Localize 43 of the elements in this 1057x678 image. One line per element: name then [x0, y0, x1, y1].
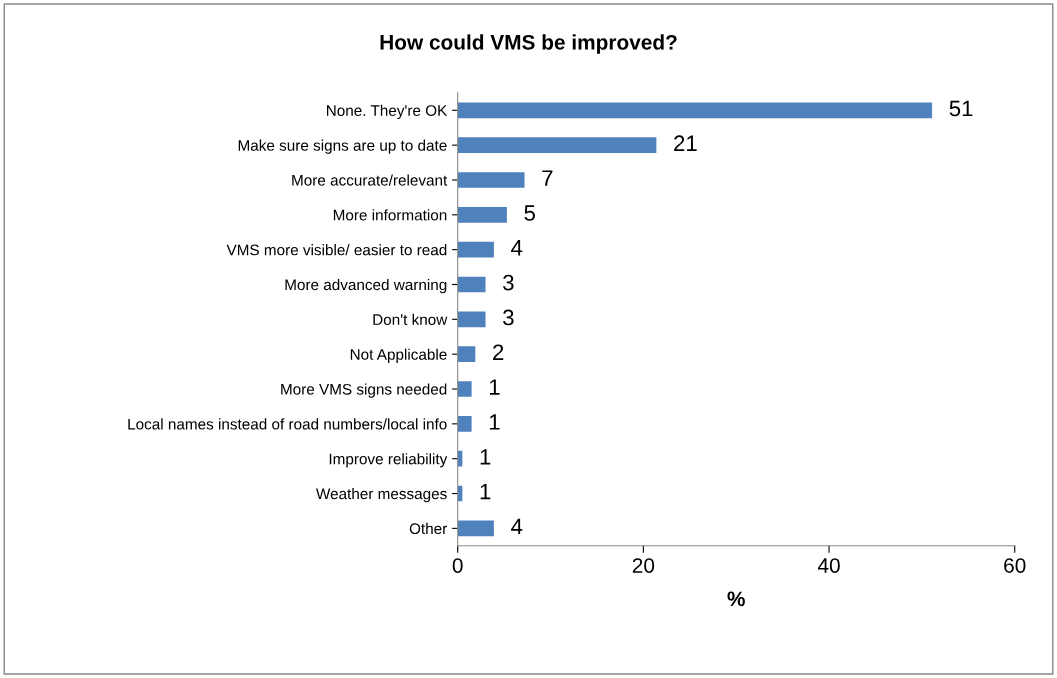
- data-label: 51: [949, 100, 973, 117]
- y-tick-label: Don't know: [373, 313, 448, 326]
- data-label: 1: [480, 483, 491, 500]
- chart-title: How could VMS be improved?: [380, 34, 677, 54]
- y-tick-label: More information: [333, 209, 447, 221]
- bar: [457, 381, 472, 397]
- bar: [457, 276, 486, 293]
- x-tick-label: 0: [452, 558, 463, 573]
- y-tick-label: Local names instead of road numbers/local info: [128, 418, 447, 430]
- data-label: 2: [493, 344, 504, 360]
- y-tick-label: More accurate/relevant: [292, 174, 448, 186]
- data-label: 3: [503, 274, 514, 291]
- data-label: 4: [511, 518, 523, 535]
- y-tick-label: Other: [409, 522, 448, 535]
- data-label: 1: [489, 379, 500, 395]
- bar: [457, 102, 933, 119]
- bar: [457, 172, 525, 188]
- bar: [457, 137, 657, 153]
- x-tick-label: 20: [632, 558, 655, 573]
- data-label: 5: [524, 205, 535, 221]
- y-tick-label: Weather messages: [315, 488, 447, 503]
- y-tick-label: None. They're OK: [326, 104, 448, 120]
- data-label: 4: [511, 240, 523, 256]
- bar: [457, 241, 494, 258]
- bar: [457, 311, 486, 328]
- y-tick-label: VMS more visible/ easier to read: [226, 244, 447, 256]
- data-label: 1: [489, 414, 500, 430]
- bar: [457, 520, 494, 537]
- bar: [457, 416, 472, 432]
- data-label: 1: [480, 449, 491, 465]
- data-label: 21: [674, 135, 697, 151]
- x-tick-label: 40: [817, 558, 840, 573]
- x-axis-title: %: [727, 591, 745, 607]
- data-label: 7: [542, 170, 553, 186]
- bar: [457, 346, 476, 363]
- y-tick-label: Improve reliability: [329, 453, 448, 468]
- y-tick-label: More VMS signs needed: [281, 383, 447, 398]
- y-tick-label: Not Applicable: [350, 348, 447, 363]
- x-tick-label: 60: [1004, 558, 1026, 573]
- data-label: 3: [503, 309, 514, 326]
- y-tick-label: More advanced warning: [285, 278, 447, 294]
- bar: [457, 206, 507, 223]
- y-tick-label: Make sure signs are up to date: [238, 139, 447, 154]
